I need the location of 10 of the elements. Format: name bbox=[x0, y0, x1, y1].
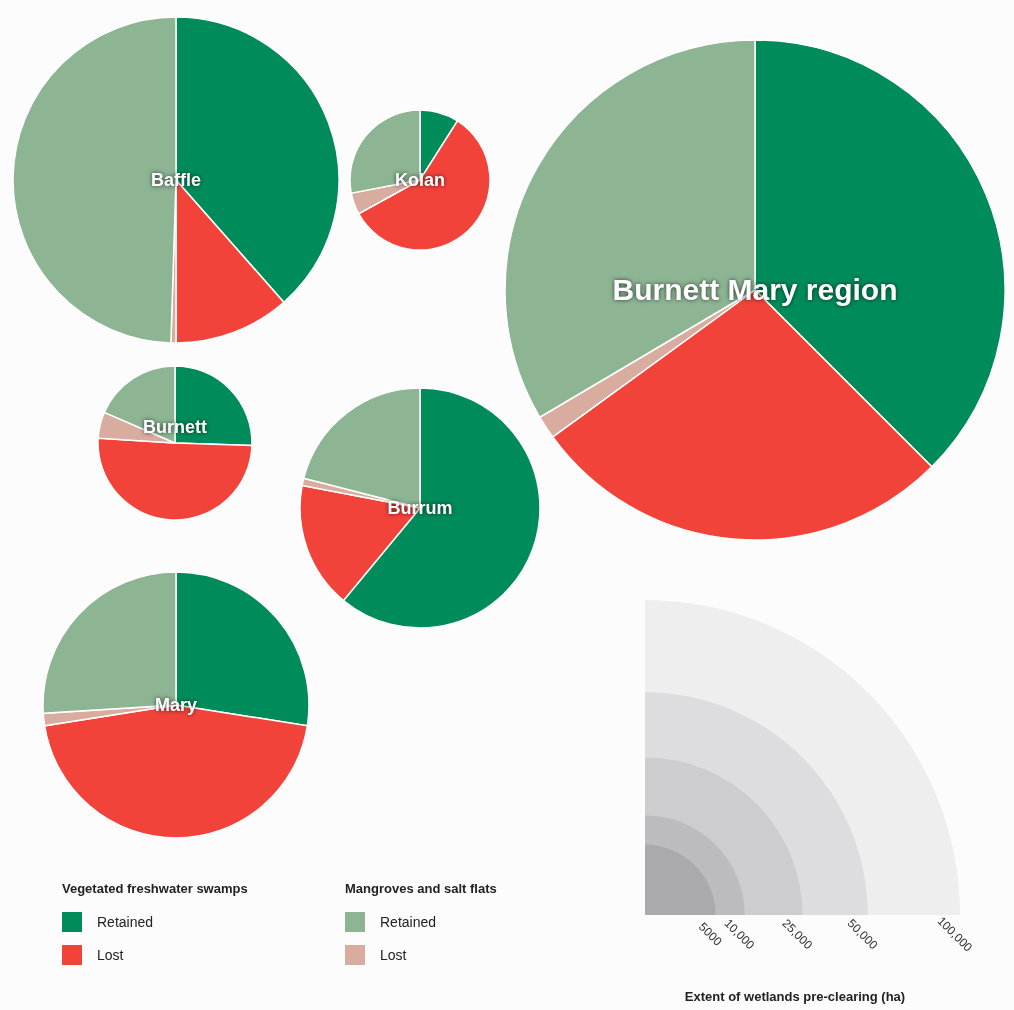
text: Extent of wetlands pre-clearing (ha) bbox=[684, 989, 906, 1004]
text: Vegetated freshwater swamps bbox=[62, 881, 248, 896]
legend-label: Retained bbox=[380, 914, 437, 930]
legend-label: Retained bbox=[97, 914, 154, 930]
legend-label: Lost bbox=[380, 947, 407, 963]
text: Mangroves and salt flats bbox=[345, 881, 497, 896]
text: Burnett bbox=[143, 416, 207, 438]
legend-label: Lost bbox=[97, 947, 124, 963]
text: Baffle bbox=[150, 169, 201, 191]
text: Mary bbox=[154, 694, 198, 716]
